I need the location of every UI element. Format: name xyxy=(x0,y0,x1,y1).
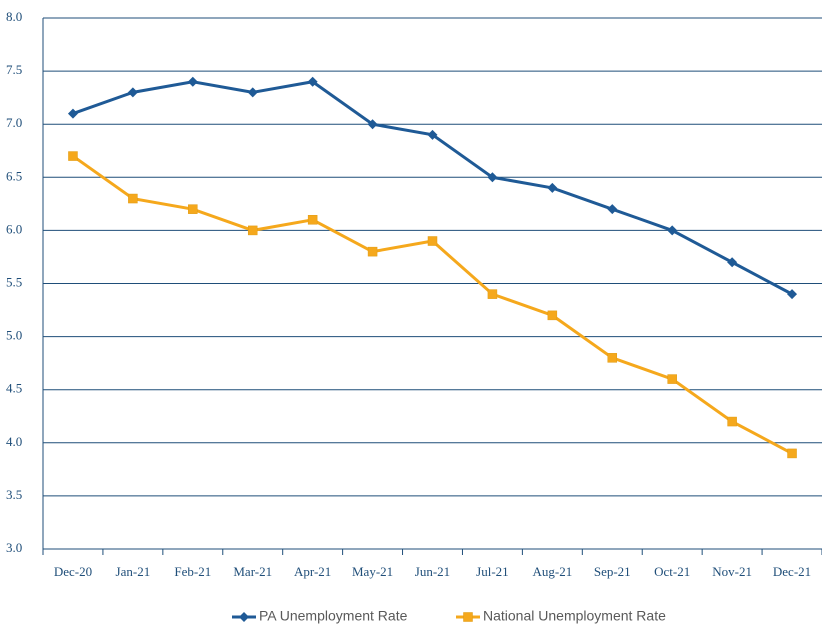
y-tick-label: 4.5 xyxy=(6,381,22,396)
data-point xyxy=(547,182,558,193)
x-tick-label: Dec-20 xyxy=(54,564,92,579)
x-tick-label: Jun-21 xyxy=(415,564,450,579)
x-tick-label: Sep-21 xyxy=(594,564,631,579)
data-point xyxy=(727,416,737,427)
y-tick-label: 3.5 xyxy=(6,487,22,502)
x-tick-label: Feb-21 xyxy=(174,564,211,579)
data-point xyxy=(667,225,678,236)
y-tick-label: 3.0 xyxy=(6,540,22,555)
y-tick-label: 5.0 xyxy=(6,328,22,343)
data-point xyxy=(787,289,798,300)
x-tick-label: Aug-21 xyxy=(532,564,572,579)
legend-marker xyxy=(463,612,473,622)
legend-label: National Unemployment Rate xyxy=(483,608,666,624)
data-point xyxy=(667,374,677,384)
x-tick-label: Mar-21 xyxy=(233,564,272,579)
x-tick-label: Jul-21 xyxy=(476,564,509,579)
data-point xyxy=(68,151,78,161)
series-line xyxy=(72,80,793,296)
y-tick-label: 8.0 xyxy=(6,9,22,24)
x-tick-label: Dec-21 xyxy=(773,564,811,579)
series-line xyxy=(72,154,793,455)
data-point xyxy=(427,129,438,140)
data-point xyxy=(607,204,618,215)
data-point xyxy=(367,246,378,257)
legend-marker xyxy=(239,612,249,622)
x-tick-label: Jan-21 xyxy=(116,564,151,579)
data-point xyxy=(487,289,498,299)
data-point xyxy=(67,108,78,119)
data-point xyxy=(607,353,618,363)
data-point xyxy=(547,310,558,321)
y-tick-label: 7.0 xyxy=(6,115,22,130)
data-point xyxy=(367,119,378,130)
data-point xyxy=(307,215,318,225)
data-point xyxy=(487,172,498,183)
y-tick-label: 5.5 xyxy=(6,274,22,289)
y-tick-label: 6.5 xyxy=(6,168,22,183)
x-tick-label: May-21 xyxy=(352,564,393,579)
x-tick-label: Oct-21 xyxy=(654,564,690,579)
data-point xyxy=(127,87,138,98)
data-point xyxy=(787,448,797,459)
data-point xyxy=(247,225,258,236)
y-tick-label: 7.5 xyxy=(6,62,22,77)
x-tick-label: Nov-21 xyxy=(712,564,752,579)
data-point xyxy=(188,204,198,214)
data-point xyxy=(187,76,198,87)
data-point xyxy=(307,76,318,87)
y-tick-label: 4.0 xyxy=(6,434,22,449)
y-tick-label: 6.0 xyxy=(6,221,22,236)
data-point xyxy=(727,257,738,268)
x-tick-label: Apr-21 xyxy=(294,564,331,579)
data-point xyxy=(427,236,438,246)
data-point xyxy=(247,87,258,98)
data-point xyxy=(128,193,138,204)
legend-label: PA Unemployment Rate xyxy=(259,608,408,624)
